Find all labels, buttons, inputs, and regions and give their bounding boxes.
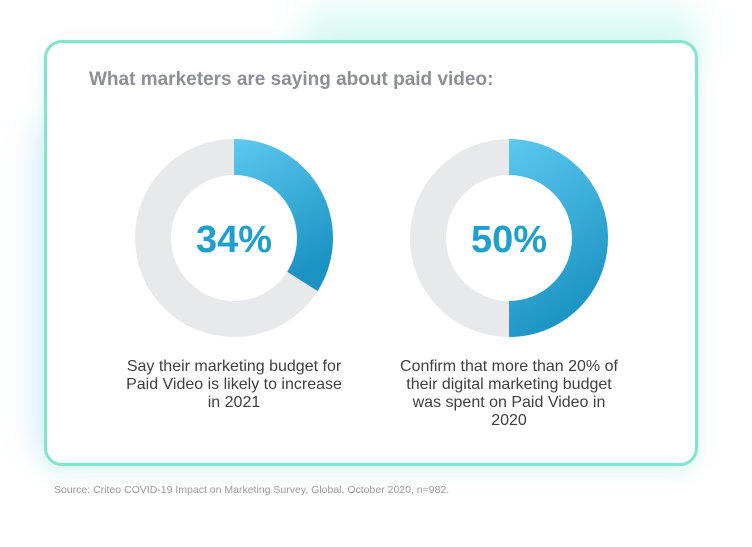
donut-chart-budget-increase: 34%: [135, 139, 334, 337]
stats-card: What marketers are saying about paid vid…: [44, 40, 698, 466]
donut-value-arc: [234, 139, 334, 292]
donut-block-budget-increase: 34% Say their marketing budget for Paid …: [124, 138, 344, 412]
donut-caption: Say their marketing budget for Paid Vide…: [126, 358, 342, 411]
percent-label: 50%: [471, 219, 547, 261]
donut-caption: Confirm that more than 20% of their digi…: [400, 358, 618, 429]
card-title: What marketers are saying about paid vid…: [89, 69, 494, 90]
donut-block-budget-spent: 50% Confirm that more than 20% of their …: [399, 138, 619, 430]
donut-chart-budget-spent: 50%: [410, 139, 608, 337]
percent-label: 34%: [196, 219, 272, 261]
donut-value-arc: [509, 139, 608, 337]
source-footnote: Source: Criteo COVID-19 Impact on Market…: [54, 484, 450, 496]
